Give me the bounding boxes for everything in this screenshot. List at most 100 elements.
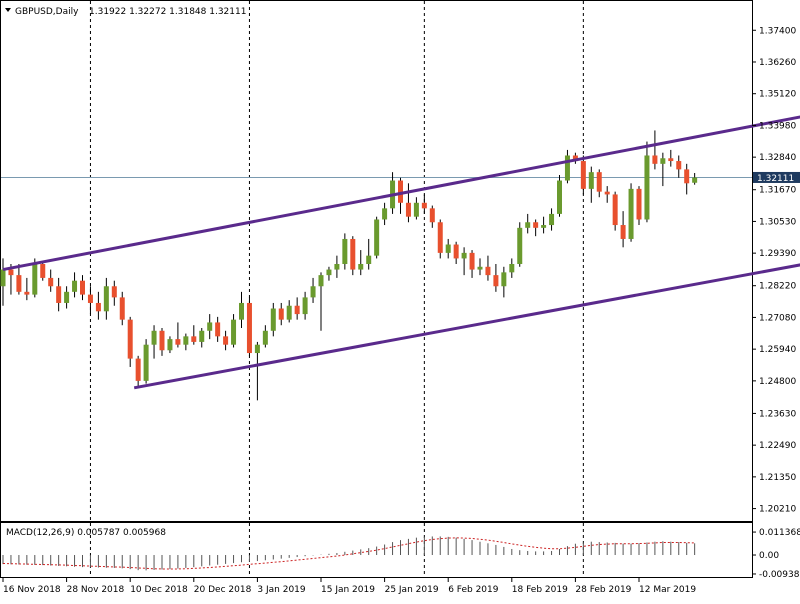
candle bbox=[334, 255, 340, 278]
current-price-text: 1.32111 bbox=[757, 174, 794, 184]
bear-candle-body bbox=[612, 194, 618, 226]
bear-candle-body bbox=[684, 169, 690, 184]
price-tick-label: 1.36260 bbox=[759, 58, 796, 68]
triangle-down-icon[interactable] bbox=[5, 8, 11, 12]
bear-candle-body bbox=[421, 202, 427, 209]
bear-candle-body bbox=[24, 291, 30, 295]
bull-candle-body bbox=[143, 344, 149, 381]
candle bbox=[620, 211, 626, 248]
candle bbox=[286, 300, 292, 323]
candle bbox=[692, 173, 698, 185]
candle bbox=[24, 277, 30, 301]
candle bbox=[541, 216, 547, 234]
bear-candle-body bbox=[80, 280, 85, 295]
bear-candle-body bbox=[191, 336, 197, 342]
price-tick-label: 1.21350 bbox=[759, 473, 796, 483]
bear-candle-body bbox=[294, 305, 300, 315]
bear-candle-body bbox=[668, 158, 674, 162]
channel-line-upper[interactable] bbox=[2, 91, 800, 272]
bear-candle-body bbox=[8, 269, 14, 276]
price-tick-label: 1.23630 bbox=[759, 409, 796, 419]
bear-candle-body bbox=[278, 308, 284, 320]
bull-candle-body bbox=[167, 339, 173, 351]
time-tick-label: 28 Feb 2019 bbox=[575, 585, 631, 595]
price-tick-label: 1.24800 bbox=[759, 377, 796, 387]
price-tick-label: 1.28220 bbox=[759, 282, 796, 292]
time-tick-label: 16 Nov 2018 bbox=[3, 585, 61, 595]
bear-candle-body bbox=[453, 244, 459, 259]
bull-candle-body bbox=[461, 252, 467, 259]
time-tick-label: 20 Dec 2018 bbox=[194, 585, 252, 595]
candle bbox=[564, 149, 570, 184]
bull-candle-body bbox=[286, 305, 292, 320]
bull-candle-body bbox=[64, 291, 70, 303]
candle bbox=[318, 272, 324, 331]
candle bbox=[501, 266, 507, 298]
candle bbox=[580, 155, 586, 195]
price-tick-label: 1.22490 bbox=[759, 441, 796, 451]
candle bbox=[382, 202, 388, 226]
candle bbox=[72, 272, 78, 298]
bull-candle-body bbox=[318, 275, 324, 287]
time-tick-label: 6 Feb 2019 bbox=[448, 585, 499, 595]
candle bbox=[374, 216, 380, 259]
candle bbox=[405, 183, 411, 223]
time-tick-label: 3 Jan 2019 bbox=[257, 585, 305, 595]
macd-tick-label: 0.00 bbox=[759, 551, 779, 561]
bull-candle-body bbox=[517, 227, 523, 264]
macd-indicator-label: MACD(12,26,9) 0.005787 0.005968 bbox=[6, 528, 166, 538]
candle bbox=[87, 286, 93, 315]
bear-candle-body bbox=[56, 286, 62, 303]
candle bbox=[278, 302, 284, 326]
bull-candle-body bbox=[334, 264, 340, 270]
current-price-label: 1.32111 bbox=[753, 171, 800, 184]
candle bbox=[64, 286, 70, 309]
bull-candle-body bbox=[477, 266, 483, 270]
symbol-timeframe-label: GBPUSD,Daily bbox=[15, 7, 79, 17]
bear-candle-body bbox=[119, 297, 125, 320]
candle bbox=[231, 314, 237, 348]
candle bbox=[40, 261, 46, 281]
time-tick-label: 18 Feb 2019 bbox=[512, 585, 568, 595]
bull-candle-body bbox=[525, 222, 531, 228]
candle bbox=[453, 241, 459, 264]
candle bbox=[310, 277, 316, 303]
bear-candle-body bbox=[175, 339, 181, 345]
candle bbox=[270, 302, 276, 337]
candle bbox=[342, 233, 348, 270]
candle bbox=[684, 163, 690, 195]
candle bbox=[398, 177, 403, 214]
bear-candle-body bbox=[429, 208, 435, 223]
candle bbox=[413, 197, 419, 220]
candle bbox=[557, 174, 562, 217]
bear-candle-body bbox=[350, 238, 356, 270]
candle bbox=[167, 336, 173, 354]
candle bbox=[159, 328, 165, 356]
candle bbox=[215, 316, 221, 342]
time-tick-label: 12 Mar 2019 bbox=[639, 585, 696, 595]
candle bbox=[239, 291, 244, 328]
candle bbox=[95, 291, 101, 320]
candle bbox=[103, 277, 109, 320]
candle bbox=[56, 277, 62, 312]
candle bbox=[644, 141, 650, 223]
ohlc-values: 1.31922 1.32272 1.31848 1.32111 bbox=[89, 7, 246, 17]
candle bbox=[533, 219, 539, 237]
bull-candle-body bbox=[151, 330, 157, 345]
candle bbox=[525, 213, 531, 234]
bear-candle-body bbox=[215, 322, 221, 337]
bull-candle-body bbox=[366, 255, 372, 264]
chart-header: GBPUSD,Daily 1.31922 1.32272 1.31848 1.3… bbox=[5, 7, 246, 17]
bull-candle-body bbox=[549, 213, 555, 226]
candle bbox=[485, 255, 491, 281]
time-tick-label: 10 Dec 2018 bbox=[130, 585, 188, 595]
candle bbox=[326, 266, 332, 281]
bear-candle-body bbox=[572, 155, 578, 162]
price-tick-label: 1.27080 bbox=[759, 313, 796, 323]
candle bbox=[16, 264, 22, 295]
bear-candle-body bbox=[493, 275, 499, 287]
bull-candle-body bbox=[692, 177, 698, 183]
candle bbox=[660, 152, 666, 187]
candle bbox=[636, 186, 642, 226]
